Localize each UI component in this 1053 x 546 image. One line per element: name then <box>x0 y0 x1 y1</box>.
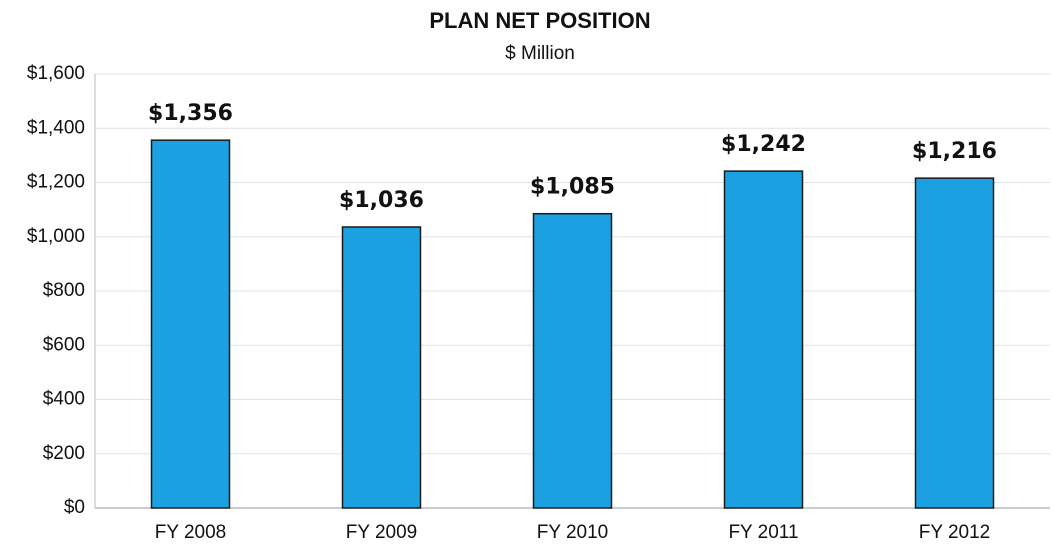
y-tick-label: $400 <box>43 389 85 410</box>
bar <box>723 170 804 509</box>
data-label: $1,242 <box>721 132 806 157</box>
x-tick-label: FY 2009 <box>346 522 417 543</box>
x-tick-label: FY 2011 <box>728 522 798 543</box>
y-tick-label: $1,000 <box>27 226 85 247</box>
y-tick-label: $600 <box>43 334 85 355</box>
bar <box>532 212 613 509</box>
data-label: $1,356 <box>148 101 233 126</box>
bar <box>914 177 995 509</box>
y-tick-label: $1,400 <box>27 117 85 138</box>
data-label: $1,036 <box>339 188 424 213</box>
y-tick-label: $1,600 <box>27 63 85 84</box>
x-tick-label: FY 2008 <box>155 522 226 543</box>
y-tick-label: $1,200 <box>27 172 85 193</box>
x-tick-label: FY 2010 <box>537 522 608 543</box>
bar <box>341 226 422 509</box>
chart-subtitle: $ Million <box>505 43 575 64</box>
y-tick-label: $800 <box>43 280 85 301</box>
x-tick-label: FY 2012 <box>919 522 990 543</box>
data-label: $1,216 <box>912 139 997 164</box>
y-tick-label: $200 <box>43 443 85 464</box>
chart-title: PLAN NET POSITION <box>429 8 650 33</box>
y-tick-label: $0 <box>64 497 85 518</box>
data-label: $1,085 <box>530 175 615 200</box>
bar <box>150 139 231 509</box>
